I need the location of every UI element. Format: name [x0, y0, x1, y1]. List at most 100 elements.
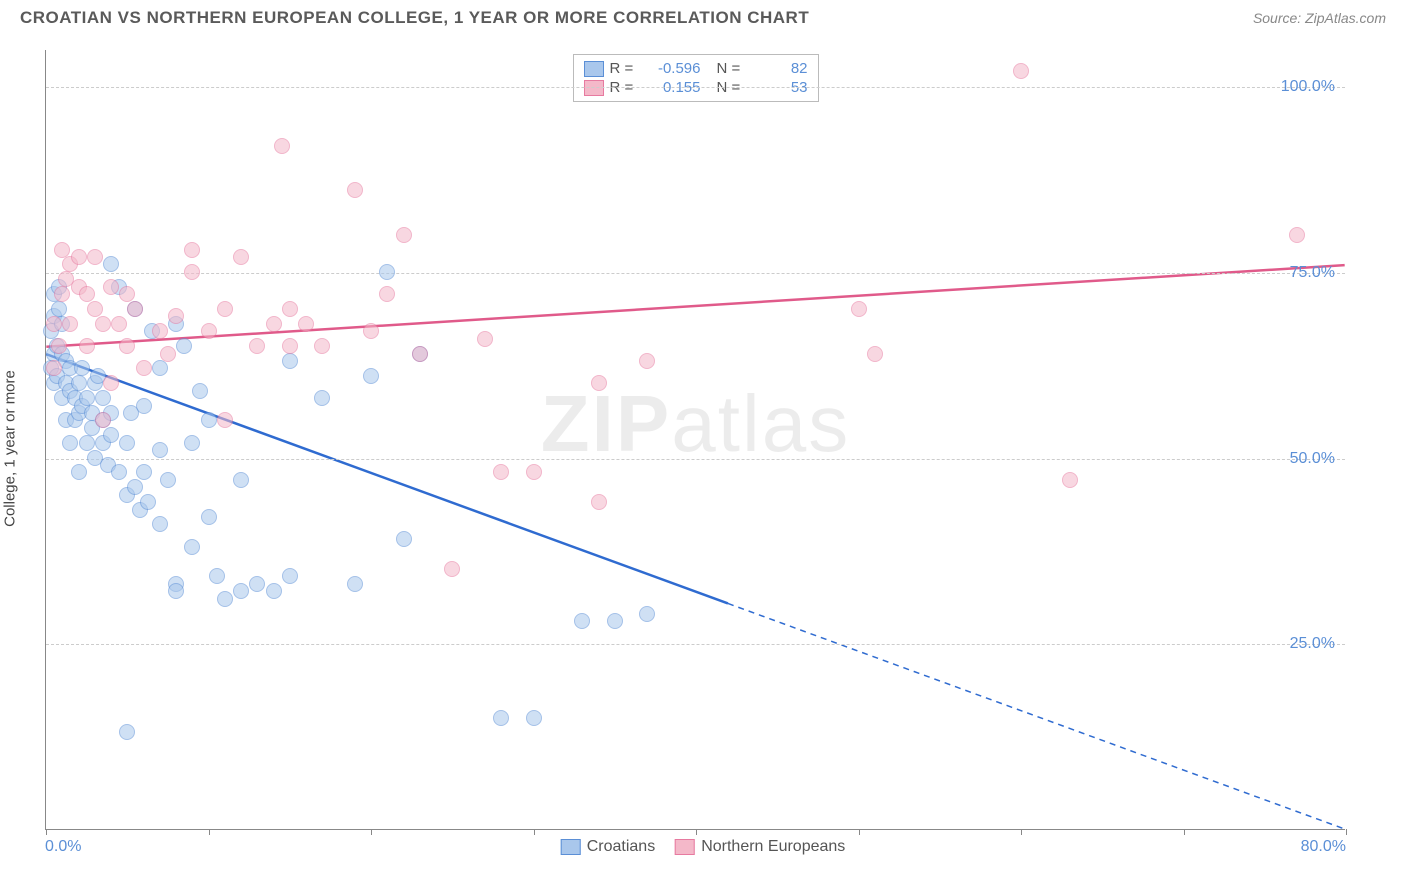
legend-item: Northern Europeans — [675, 838, 845, 856]
x-tick — [46, 829, 47, 835]
data-point — [249, 576, 265, 592]
series-legend: Croatians Northern Europeans — [561, 838, 846, 856]
data-point — [136, 360, 152, 376]
data-point — [160, 346, 176, 362]
data-point — [111, 464, 127, 480]
data-point — [103, 375, 119, 391]
data-point — [95, 390, 111, 406]
data-point — [347, 576, 363, 592]
stat-n-value: 82 — [753, 60, 808, 77]
data-point — [168, 308, 184, 324]
x-tick — [1184, 829, 1185, 835]
data-point — [266, 316, 282, 332]
data-point — [152, 442, 168, 458]
data-point — [62, 435, 78, 451]
data-point — [233, 472, 249, 488]
data-point — [119, 286, 135, 302]
data-point — [493, 464, 509, 480]
data-point — [95, 316, 111, 332]
data-point — [136, 398, 152, 414]
data-point — [867, 346, 883, 362]
y-tick-label: 25.0% — [1290, 635, 1335, 653]
x-axis-max-label: 80.0% — [1301, 838, 1346, 856]
data-point — [266, 583, 282, 599]
data-point — [217, 301, 233, 317]
data-point — [591, 375, 607, 391]
data-point — [249, 338, 265, 354]
data-point — [87, 249, 103, 265]
data-point — [607, 613, 623, 629]
data-point — [347, 182, 363, 198]
y-axis-label: College, 1 year or more — [2, 370, 19, 527]
data-point — [168, 583, 184, 599]
data-point — [201, 323, 217, 339]
data-point — [79, 390, 95, 406]
stat-label: N = — [717, 60, 747, 77]
data-point — [71, 464, 87, 480]
gridline — [46, 644, 1345, 645]
data-point — [209, 568, 225, 584]
data-point — [71, 375, 87, 391]
y-tick-label: 100.0% — [1281, 78, 1335, 96]
x-tick — [1346, 829, 1347, 835]
data-point — [46, 316, 62, 332]
data-point — [639, 606, 655, 622]
data-point — [217, 412, 233, 428]
data-point — [201, 412, 217, 428]
data-point — [152, 360, 168, 376]
x-tick — [1021, 829, 1022, 835]
data-point — [396, 227, 412, 243]
legend-swatch — [584, 61, 604, 77]
data-point — [851, 301, 867, 317]
x-tick — [859, 829, 860, 835]
data-point — [184, 264, 200, 280]
data-point — [298, 316, 314, 332]
data-point — [233, 583, 249, 599]
data-point — [363, 368, 379, 384]
data-point — [136, 464, 152, 480]
legend-swatch — [561, 839, 581, 855]
legend-swatch — [675, 839, 695, 855]
plot-area: ZIPatlas R =-0.596N =82R =0.155N =53 25.… — [45, 50, 1345, 830]
watermark: ZIPatlas — [541, 378, 850, 470]
data-point — [46, 360, 62, 376]
x-tick — [534, 829, 535, 835]
data-point — [152, 323, 168, 339]
legend-label: Northern Europeans — [701, 838, 845, 856]
data-point — [282, 338, 298, 354]
data-point — [274, 138, 290, 154]
stat-label: R = — [610, 60, 640, 77]
data-point — [1289, 227, 1305, 243]
data-point — [201, 509, 217, 525]
data-point — [51, 301, 67, 317]
legend-item: Croatians — [561, 838, 655, 856]
data-point — [140, 494, 156, 510]
data-point — [184, 242, 200, 258]
data-point — [639, 353, 655, 369]
data-point — [79, 286, 95, 302]
data-point — [282, 568, 298, 584]
data-point — [282, 353, 298, 369]
data-point — [184, 435, 200, 451]
gridline — [46, 459, 1345, 460]
data-point — [493, 710, 509, 726]
y-tick-label: 75.0% — [1290, 264, 1335, 282]
stats-legend-row: R =-0.596N =82 — [584, 59, 808, 78]
trend-lines — [46, 50, 1345, 829]
data-point — [526, 464, 542, 480]
gridline — [46, 87, 1345, 88]
data-point — [79, 338, 95, 354]
data-point — [379, 264, 395, 280]
data-point — [152, 516, 168, 532]
data-point — [160, 472, 176, 488]
data-point — [103, 427, 119, 443]
data-point — [444, 561, 460, 577]
data-point — [95, 412, 111, 428]
x-tick — [371, 829, 372, 835]
data-point — [103, 279, 119, 295]
data-point — [396, 531, 412, 547]
data-point — [412, 346, 428, 362]
data-point — [54, 286, 70, 302]
data-point — [591, 494, 607, 510]
data-point — [103, 256, 119, 272]
